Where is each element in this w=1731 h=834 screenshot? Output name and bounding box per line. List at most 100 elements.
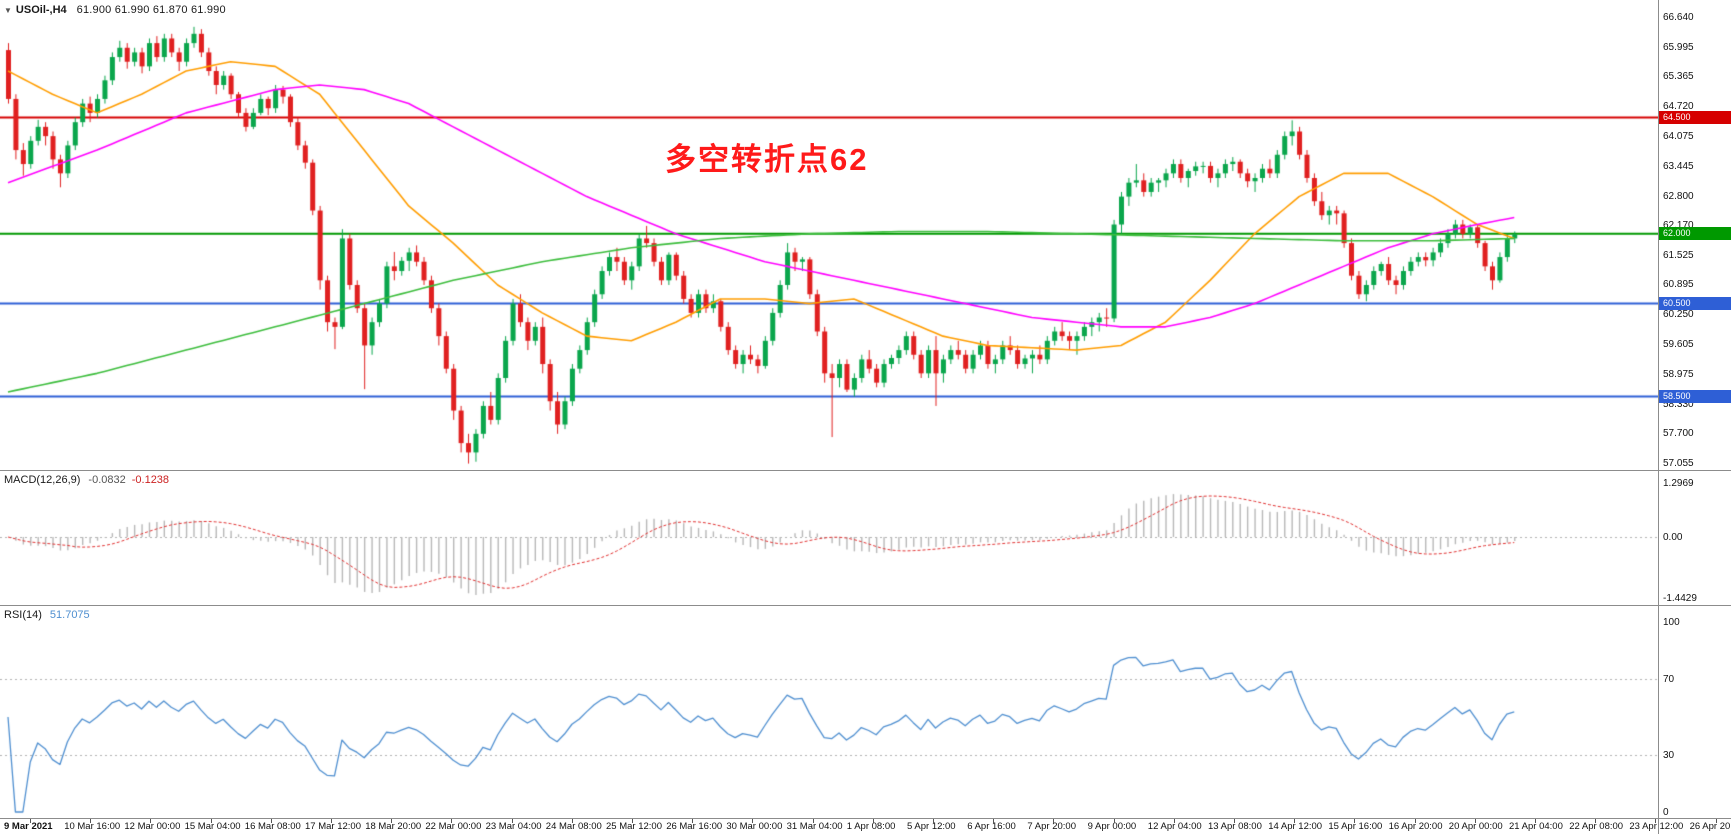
price-axis-label: 62.800 [1663, 190, 1694, 202]
price-chart-canvas[interactable] [0, 0, 1658, 470]
rsi-value: 51.7075 [49, 609, 90, 621]
time-axis-label: 14 Apr 12:00 [1268, 821, 1323, 832]
time-axis-label: 12 Apr 04:00 [1147, 821, 1202, 832]
time-axis-label: 16 Mar 08:00 [244, 821, 301, 832]
price-axis-label: 57.055 [1663, 457, 1694, 469]
time-axis-tick [1474, 819, 1476, 823]
time-axis-tick [331, 819, 332, 823]
time-axis-tick [1053, 819, 1055, 823]
time-axis-label: 9 Apr 00:00 [1087, 821, 1137, 832]
panel-separator [0, 605, 1731, 606]
price-level-badge: 58.500 [1659, 390, 1731, 404]
price-axis-label: 63.445 [1663, 160, 1694, 172]
time-axis-tick [1535, 819, 1536, 823]
price-axis-label: 59.605 [1663, 339, 1694, 351]
time-axis-label: 16 Apr 20:00 [1388, 821, 1443, 832]
time-axis-label: 18 Mar 20:00 [365, 821, 422, 832]
collapse-triangle-icon[interactable]: ▼ [4, 6, 12, 15]
macd-title: MACD(12,26,9) -0.0832 -0.1238 [4, 474, 169, 486]
price-axis-label: 64.075 [1663, 131, 1694, 143]
chart-title: ▼ USOil-,H4 61.900 61.990 61.870 61.990 [4, 4, 226, 16]
price-axis-label: 60.895 [1663, 279, 1694, 291]
macd-main-value: -0.0832 [88, 474, 126, 486]
time-axis-label: 6 Apr 16:00 [967, 821, 1016, 832]
time-axis-separator [0, 818, 1731, 819]
time-axis-tick [511, 819, 513, 823]
time-axis-label: 23 Mar 04:00 [485, 821, 542, 832]
price-axis-label: 64.720 [1663, 101, 1694, 113]
price-level-badge: 64.500 [1659, 111, 1731, 125]
time-axis-tick [632, 819, 633, 823]
rsi-axis-label: 100 [1663, 617, 1680, 628]
time-axis-label: 17 Mar 12:00 [305, 821, 361, 832]
time-axis-label: 20 Apr 00:00 [1448, 821, 1503, 832]
macd-indicator-canvas[interactable] [0, 471, 1658, 605]
time-axis-tick [1414, 819, 1416, 823]
time-axis-label: 26 Mar 16:00 [666, 821, 723, 832]
time-axis-label: 10 Mar 16:00 [64, 821, 121, 832]
rsi-name: RSI(14) [4, 609, 42, 621]
price-axis-column [1658, 0, 1731, 834]
ohlc-values: 61.900 61.990 61.870 61.990 [76, 4, 226, 16]
macd-signal-value: -0.1238 [131, 474, 170, 486]
price-axis-label: 58.330 [1663, 398, 1694, 410]
time-axis-tick [1354, 819, 1356, 823]
time-axis-tick [1655, 819, 1657, 823]
rsi-axis-label: 30 [1663, 750, 1675, 761]
time-axis-tick [30, 819, 31, 823]
time-axis-tick [1173, 819, 1175, 823]
price-axis-label: 60.250 [1663, 309, 1694, 321]
time-axis-label: 15 Apr 16:00 [1328, 821, 1383, 832]
time-axis-label: 21 Apr 04:00 [1509, 821, 1563, 832]
time-axis-tick [1234, 819, 1235, 823]
time-axis-tick [1715, 819, 1717, 823]
time-axis-tick [571, 819, 573, 823]
price-axis-label: 65.995 [1663, 42, 1694, 53]
time-axis-label: 9 Mar 2021 [4, 821, 53, 832]
price-axis-label: 66.640 [1663, 12, 1694, 23]
rsi-title: RSI(14) 51.7075 [4, 609, 90, 621]
time-axis-tick [1113, 819, 1115, 823]
time-axis-tick [1595, 819, 1597, 823]
time-axis-tick [692, 819, 694, 823]
time-axis-label: 12 Mar 00:00 [124, 821, 181, 832]
time-axis-tick [210, 819, 212, 823]
time-axis-label: 31 Mar 04:00 [786, 821, 843, 832]
time-axis-label: 30 Mar 00:00 [726, 821, 783, 832]
time-axis-tick [391, 819, 393, 823]
price-axis-label: 65.365 [1663, 71, 1694, 83]
time-axis-label: 26 Apr 20:00 [1689, 821, 1731, 832]
time-axis-tick [872, 819, 874, 823]
time-axis-tick [993, 819, 995, 823]
macd-axis-label: 1.2969 [1663, 477, 1694, 489]
time-axis-label: 22 Mar 00:00 [425, 821, 482, 832]
time-axis-tick [752, 819, 754, 823]
time-axis-tick [812, 819, 814, 823]
time-axis-tick [90, 819, 92, 823]
rsi-indicator-canvas[interactable] [0, 606, 1658, 818]
price-axis-label: 57.700 [1663, 427, 1694, 439]
panel-separator [0, 470, 1731, 471]
time-axis-tick [451, 819, 453, 823]
macd-axis-label: -1.4429 [1663, 592, 1697, 604]
time-axis-label: 24 Mar 08:00 [545, 821, 602, 832]
rsi-axis-label: 0 [1663, 807, 1669, 818]
time-axis-label: 22 Apr 08:00 [1569, 821, 1624, 832]
price-axis-label: 61.525 [1663, 249, 1694, 261]
time-axis-tick [933, 819, 934, 823]
time-axis-label: 5 Apr 12:00 [907, 821, 956, 832]
price-axis-label: 58.975 [1663, 368, 1694, 380]
price-axis-label: 62.170 [1663, 219, 1694, 231]
time-axis-tick [1294, 819, 1296, 823]
price-level-badge: 60.500 [1659, 297, 1731, 311]
time-axis-label: 7 Apr 20:00 [1027, 821, 1076, 832]
symbol-period-label: USOil-,H4 [15, 4, 67, 16]
time-axis-label: 15 Mar 04:00 [184, 821, 241, 832]
macd-axis-label: 0.00 [1663, 532, 1683, 543]
rsi-axis-label: 70 [1663, 674, 1675, 685]
time-axis-label: 23 Apr 12:00 [1629, 821, 1684, 832]
time-axis-tick [150, 819, 152, 823]
time-axis-label: 1 Apr 08:00 [846, 821, 896, 832]
time-axis-tick [270, 819, 272, 823]
